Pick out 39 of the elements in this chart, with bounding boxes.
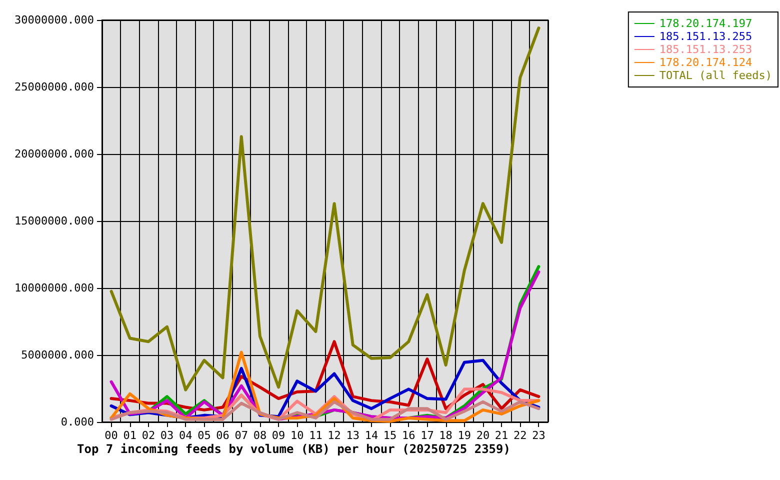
y-tick-label: 10000000.000 — [14, 282, 94, 294]
x-tick-label: 22 — [514, 429, 527, 442]
x-tick-label: 14 — [364, 429, 378, 442]
x-tick-label: 17 — [420, 429, 434, 442]
legend-label: 185.151.13.253 — [659, 43, 752, 56]
x-tick-label: 20 — [476, 429, 490, 442]
x-tick-label: 09 — [272, 429, 286, 442]
legend-label: 178.20.174.197 — [659, 17, 752, 30]
x-tick-label: 06 — [216, 429, 230, 442]
legend-label: TOTAL (all feeds) — [659, 69, 772, 82]
x-tick-label: 10 — [290, 429, 304, 442]
x-tick-label: 15 — [383, 429, 397, 442]
x-tick-label: 19 — [458, 429, 471, 442]
x-tick-label: 21 — [494, 429, 508, 442]
x-tick-label: 05 — [198, 429, 211, 442]
y-tick-label: 30000000.000 — [14, 14, 94, 26]
y-tick-label: 5000000.000 — [21, 348, 94, 362]
x-tick-label: 03 — [160, 429, 174, 442]
x-tick-label: 16 — [402, 429, 416, 442]
x-tick-label: 12 — [328, 429, 341, 442]
x-tick-label: 00 — [104, 429, 118, 442]
x-tick-label: 04 — [179, 429, 193, 442]
y-tick-label: 15000000.000 — [14, 214, 94, 228]
x-tick-label: 01 — [123, 429, 136, 442]
text: Top 7 incoming feeds by volume (KB) per hour (20250725 2359) — [77, 442, 510, 456]
line-series — [110, 26, 540, 392]
x-tick-label: 18 — [439, 429, 452, 442]
line-series — [110, 400, 540, 421]
x-tick-label: 02 — [142, 429, 156, 442]
x-tick-label: 13 — [346, 429, 360, 442]
y-tick-label: 25000000.000 — [14, 80, 94, 94]
y-tick-label: 20000000.000 — [14, 148, 94, 160]
x-tick-label: 23 — [532, 429, 546, 442]
y-tick-label: 0.000 — [60, 416, 94, 428]
legend-label: 178.20.174.124 — [659, 56, 753, 69]
x-tick-label: 07 — [234, 429, 248, 442]
x-tick-label: 08 — [253, 429, 267, 442]
x-tick-label: 11 — [309, 429, 322, 442]
legend-label: 185.151.13.255 — [659, 30, 752, 43]
